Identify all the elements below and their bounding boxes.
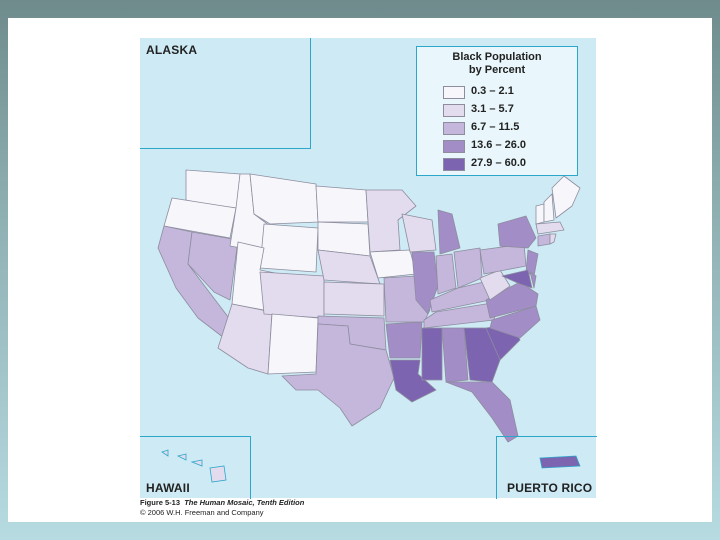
state-michigan [437,209,461,255]
state-delaware [529,271,537,289]
state-kansas [323,281,385,317]
legend-title-line2: by Percent [468,64,526,76]
puerto-rico [539,455,581,469]
state-vermont [535,203,545,225]
state-connecticut [537,233,551,247]
state-indiana [435,253,457,295]
state-florida [445,381,519,443]
state-wisconsin [401,213,437,253]
slide: ALASKA HAWAII PUERTO RICO Black Populati… [8,18,712,522]
state-rhode-island [549,233,557,245]
state-arkansas [385,321,423,359]
state-nevada [187,231,239,301]
state-colorado [259,271,325,319]
state-massachusetts [535,221,565,235]
state-alabama [441,327,469,383]
caption-figure: Figure 5-13 [140,498,181,507]
legend-label-2: 6.7 – 11.5 [471,121,520,133]
legend-swatch-2 [443,122,465,135]
state-oregon [163,197,237,239]
legend-swatch-3 [443,140,465,153]
state-north-dakota [315,185,369,223]
state-texas [281,323,395,427]
hawaii-inset: HAWAII [140,436,251,499]
legend-title: Black Population by Percent [417,51,577,77]
figure-caption: Figure 5-13 The Human Mosaic, Tenth Edit… [140,498,304,518]
hawaii-label: HAWAII [146,481,190,495]
state-new-hampshire [543,193,555,223]
state-louisiana [389,359,437,403]
puerto-rico-inset: PUERTO RICO [496,436,597,499]
state-georgia [463,327,501,383]
state-north-carolina [489,305,541,339]
state-maine [551,175,581,219]
map-legend: Black Population by Percent 0.3 – 2.1 3.… [416,46,578,176]
caption-credit: © 2006 W.H. Freeman and Company [140,508,264,517]
state-west-virginia [479,269,511,301]
state-mississippi [421,327,443,381]
state-maryland [501,269,533,289]
puerto-rico-label: PUERTO RICO [507,481,593,495]
legend-title-line1: Black Population [452,51,542,63]
alaska-inset: ALASKA [140,38,311,149]
state-wyoming [259,223,319,273]
state-pennsylvania [479,243,527,275]
legend-label-3: 13.6 – 26.0 [471,139,527,151]
legend-swatch-1 [443,104,465,117]
state-new-york [497,215,537,249]
state-iowa [369,249,417,279]
state-hawaii [161,449,227,483]
legend-swatch-4 [443,158,465,171]
legend-label-0: 0.3 – 2.1 [471,85,514,97]
state-ohio [453,247,483,289]
state-montana [249,173,319,225]
alaska-label: ALASKA [146,43,198,57]
legend-swatch-0 [443,86,465,99]
state-new-mexico [267,313,319,375]
legend-label-1: 3.1 – 5.7 [471,103,514,115]
choropleth-map: ALASKA HAWAII PUERTO RICO Black Populati… [140,38,597,499]
state-virginia [485,281,539,319]
legend-label-4: 27.9 – 60.0 [471,157,527,169]
caption-book: The Human Mosaic, Tenth Edition [184,498,305,507]
